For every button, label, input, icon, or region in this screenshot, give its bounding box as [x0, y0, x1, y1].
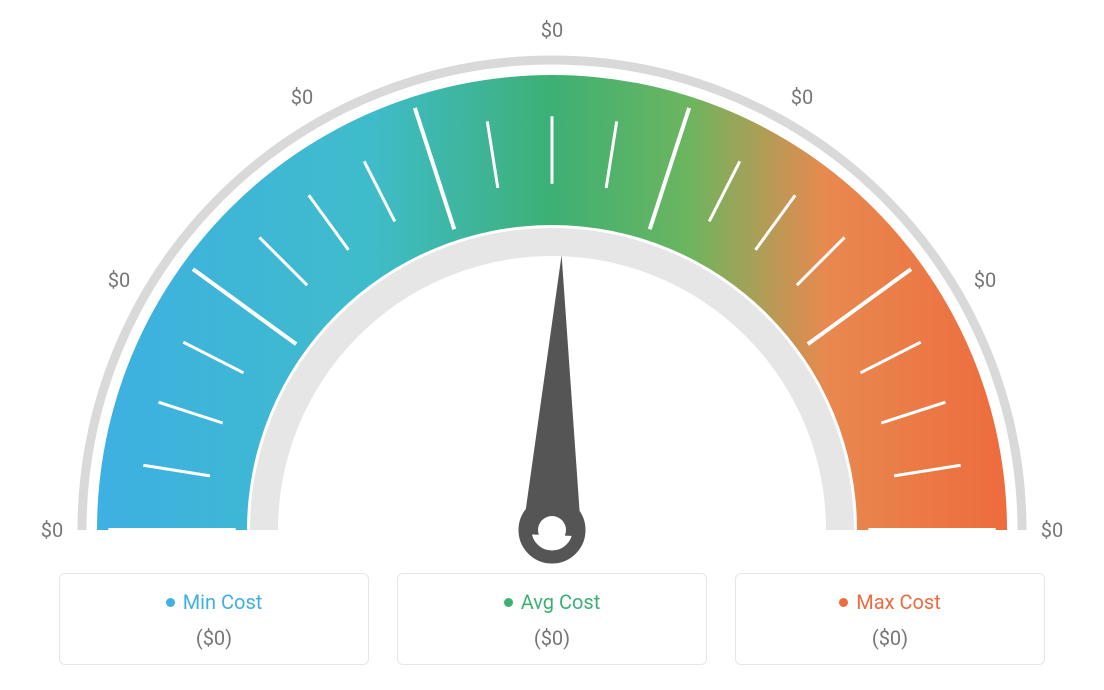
legend-title: Min Cost — [166, 590, 263, 614]
legend-card: Min Cost ($0) — [59, 573, 369, 665]
legend-dot-icon — [504, 598, 513, 607]
legend-value: ($0) — [408, 626, 696, 650]
legend-label: Max Cost — [856, 590, 941, 614]
gauge — [0, 0, 1104, 560]
legend-label: Min Cost — [183, 590, 263, 614]
legend-label: Avg Cost — [521, 590, 601, 614]
legend-value: ($0) — [746, 626, 1034, 650]
gauge-scale-label: $0 — [41, 518, 63, 542]
cost-gauge-container: $0$0$0$0$0$0$0 Min Cost($0)Avg Cost($0)M… — [0, 0, 1104, 690]
legend-card: Avg Cost ($0) — [397, 573, 707, 665]
gauge-scale-label: $0 — [108, 268, 130, 292]
gauge-scale-label: $0 — [291, 85, 313, 109]
gauge-scale-label: $0 — [541, 18, 563, 42]
legend-value: ($0) — [70, 626, 358, 650]
gauge-svg — [0, 10, 1104, 570]
legend-card: Max Cost ($0) — [735, 573, 1045, 665]
legend-dot-icon — [839, 598, 848, 607]
gauge-scale-label: $0 — [974, 268, 996, 292]
gauge-scale-label: $0 — [791, 85, 813, 109]
legend-title: Max Cost — [839, 590, 941, 614]
legend-title: Avg Cost — [504, 590, 601, 614]
legend-row: Min Cost ($0) Avg Cost ($0) Max Cost ($0) — [0, 573, 1104, 665]
gauge-scale-label: $0 — [1041, 518, 1063, 542]
legend-dot-icon — [166, 598, 175, 607]
